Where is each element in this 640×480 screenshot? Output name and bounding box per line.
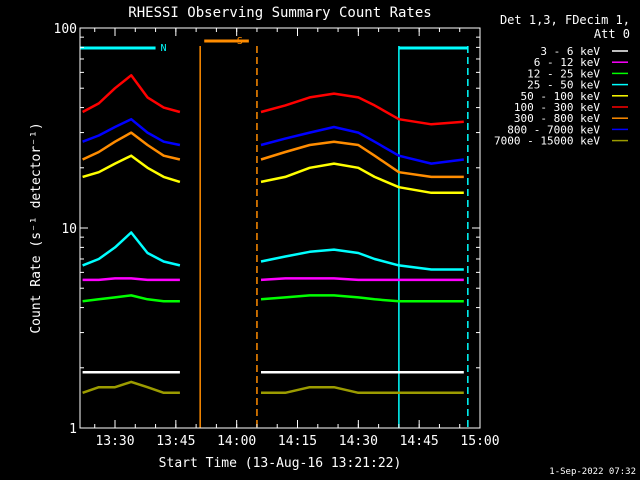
legend-label: 6 - 12 keV [534, 56, 601, 69]
flag-label: S [237, 36, 243, 47]
timestamp: 1-Sep-2022 07:32 [549, 467, 636, 477]
flag-bars: NS [80, 36, 469, 428]
x-axis-label: Start Time (13-Aug-16 13:21:22) [159, 456, 402, 471]
x-tick-label: 13:45 [156, 434, 195, 449]
axes: 1 10 100 13:30 13:45 14:00 14:15 14:30 14:45 15:0… [54, 22, 500, 449]
flag-label: N [161, 43, 167, 54]
series-line-2 [260, 294, 464, 303]
x-tick-label: 14:15 [278, 434, 317, 449]
x-tick-label: 14:00 [217, 434, 256, 449]
legend-label: 12 - 25 keV [527, 67, 600, 80]
series-line-1 [260, 277, 464, 282]
legend-label: 7000 - 15000 keV [494, 135, 600, 148]
legend-label: 25 - 50 keV [527, 79, 600, 92]
series-line-4 [260, 162, 464, 195]
series-layer [82, 74, 464, 395]
series-line-4 [82, 154, 181, 184]
y-tick-label: 1 [69, 422, 77, 437]
x-tick-label: 14:30 [339, 434, 378, 449]
series-line-6 [260, 140, 464, 179]
legend-label: 50 - 100 keV [521, 90, 601, 103]
series-line-6 [82, 131, 181, 161]
x-tick-label: 13:30 [95, 434, 134, 449]
x-tick-label: 15:00 [460, 434, 499, 449]
legend-label: 3 - 6 keV [540, 45, 600, 58]
legend-label: 800 - 7000 keV [507, 123, 600, 136]
series-line-8 [82, 380, 180, 395]
series-line-8 [261, 385, 464, 395]
series-line-7 [82, 117, 181, 147]
chart-title: RHESSI Observing Summary Count Rates [128, 5, 431, 21]
series-line-3 [82, 231, 181, 267]
series-line-5 [82, 74, 181, 114]
series-line-5 [260, 92, 464, 126]
y-tick-label: 10 [61, 222, 77, 237]
legend-label: 100 - 300 keV [514, 101, 600, 114]
detector-info-line-1: Det 1,3, FDecim 1, [500, 13, 630, 27]
legend-label: 300 - 800 keV [514, 112, 600, 125]
series-line-7 [260, 125, 464, 165]
series-line-2 [82, 294, 180, 303]
y-tick-label: 100 [54, 22, 77, 37]
series-line-3 [260, 248, 464, 271]
x-tick-label: 14:45 [400, 434, 439, 449]
y-axis-label: Count Rate (s⁻¹ detector⁻¹) [29, 122, 44, 333]
series-line-1 [82, 277, 180, 282]
detector-info-line-2: Att 0 [594, 27, 630, 41]
